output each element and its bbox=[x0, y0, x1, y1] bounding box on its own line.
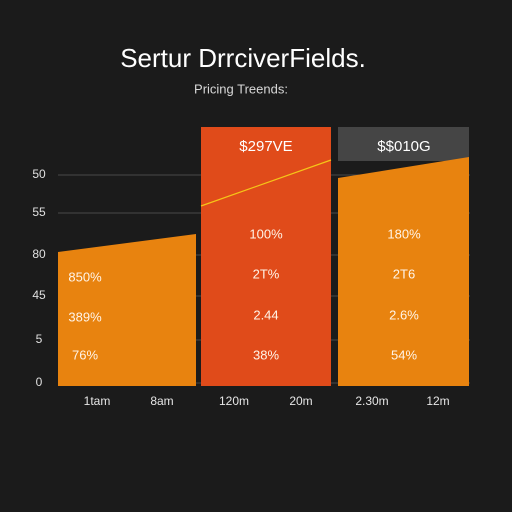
title: Sertur DrrciverFields. bbox=[120, 43, 366, 73]
panel-area bbox=[201, 127, 331, 386]
x-label: 8am bbox=[150, 394, 173, 408]
panel-label: $$010G bbox=[377, 138, 430, 155]
panel-area bbox=[58, 234, 196, 386]
panel-value: 54% bbox=[391, 347, 417, 362]
x-label: 1tam bbox=[84, 394, 111, 408]
panel-value: 2.6% bbox=[389, 307, 419, 322]
y-label: 50 bbox=[32, 167, 46, 181]
panel-header bbox=[338, 127, 469, 161]
y-label: 0 bbox=[36, 375, 43, 389]
panel-label: $297VE bbox=[239, 138, 292, 155]
subtitle: Pricing Treends: bbox=[194, 81, 288, 96]
panel-value: 850% bbox=[68, 269, 102, 284]
panel-value: 100% bbox=[249, 226, 283, 241]
panel-area bbox=[338, 157, 469, 386]
y-label: 45 bbox=[32, 288, 46, 302]
x-label: 12m bbox=[426, 394, 449, 408]
x-label: 20m bbox=[289, 394, 312, 408]
panel-value: 180% bbox=[387, 226, 421, 241]
x-label: 120m bbox=[219, 394, 249, 408]
x-label: 2.30m bbox=[355, 394, 388, 408]
panel-value: 2.44 bbox=[253, 307, 278, 322]
y-label: 55 bbox=[32, 205, 46, 219]
panel-value: 2T6 bbox=[393, 266, 415, 281]
trend-line bbox=[200, 159, 332, 207]
panel-value: 38% bbox=[253, 347, 279, 362]
panel-value: 389% bbox=[68, 309, 102, 324]
y-label: 80 bbox=[32, 247, 46, 261]
labels: 5055804550850%389%76%$297VE100%2T%2.4438… bbox=[32, 138, 449, 408]
y-label: 5 bbox=[36, 332, 43, 346]
panel-value: 76% bbox=[72, 347, 98, 362]
panel-value: 2T% bbox=[253, 266, 280, 281]
